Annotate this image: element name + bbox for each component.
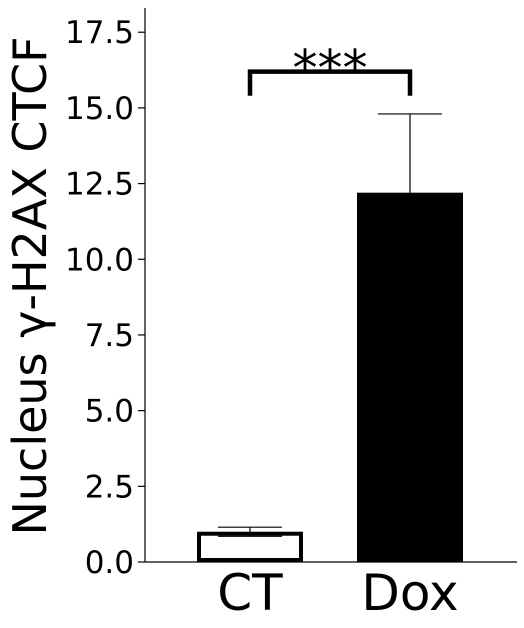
y-tick-label: 5.0 bbox=[85, 394, 134, 430]
bar-dox bbox=[357, 192, 463, 563]
x-tick-labels: CT Dox bbox=[217, 564, 458, 622]
y-tick-label: 15.0 bbox=[65, 91, 134, 127]
y-tick-label: 10.0 bbox=[65, 242, 134, 278]
y-tick-label: 2.5 bbox=[85, 469, 134, 505]
y-tick-label: 0.0 bbox=[85, 545, 134, 581]
significance-annotation: *** bbox=[247, 40, 413, 98]
x-tick-label: Dox bbox=[361, 564, 458, 622]
chart-bars bbox=[197, 113, 463, 563]
significance-label: *** bbox=[293, 40, 368, 98]
x-tick-label: CT bbox=[217, 564, 283, 622]
y-tick-label: 7.5 bbox=[85, 318, 134, 354]
y-axis-label: Nucleus γ-H2AX CTCF bbox=[3, 36, 57, 535]
bar-ct bbox=[197, 531, 303, 562]
y-axis-ticks: 0.0 2.5 5.0 7.5 10.0 12.5 15.0 17.5 bbox=[65, 15, 145, 581]
y-tick-label: 17.5 bbox=[65, 15, 134, 51]
significance-bracket bbox=[247, 69, 413, 96]
y-tick-label: 12.5 bbox=[65, 167, 134, 203]
